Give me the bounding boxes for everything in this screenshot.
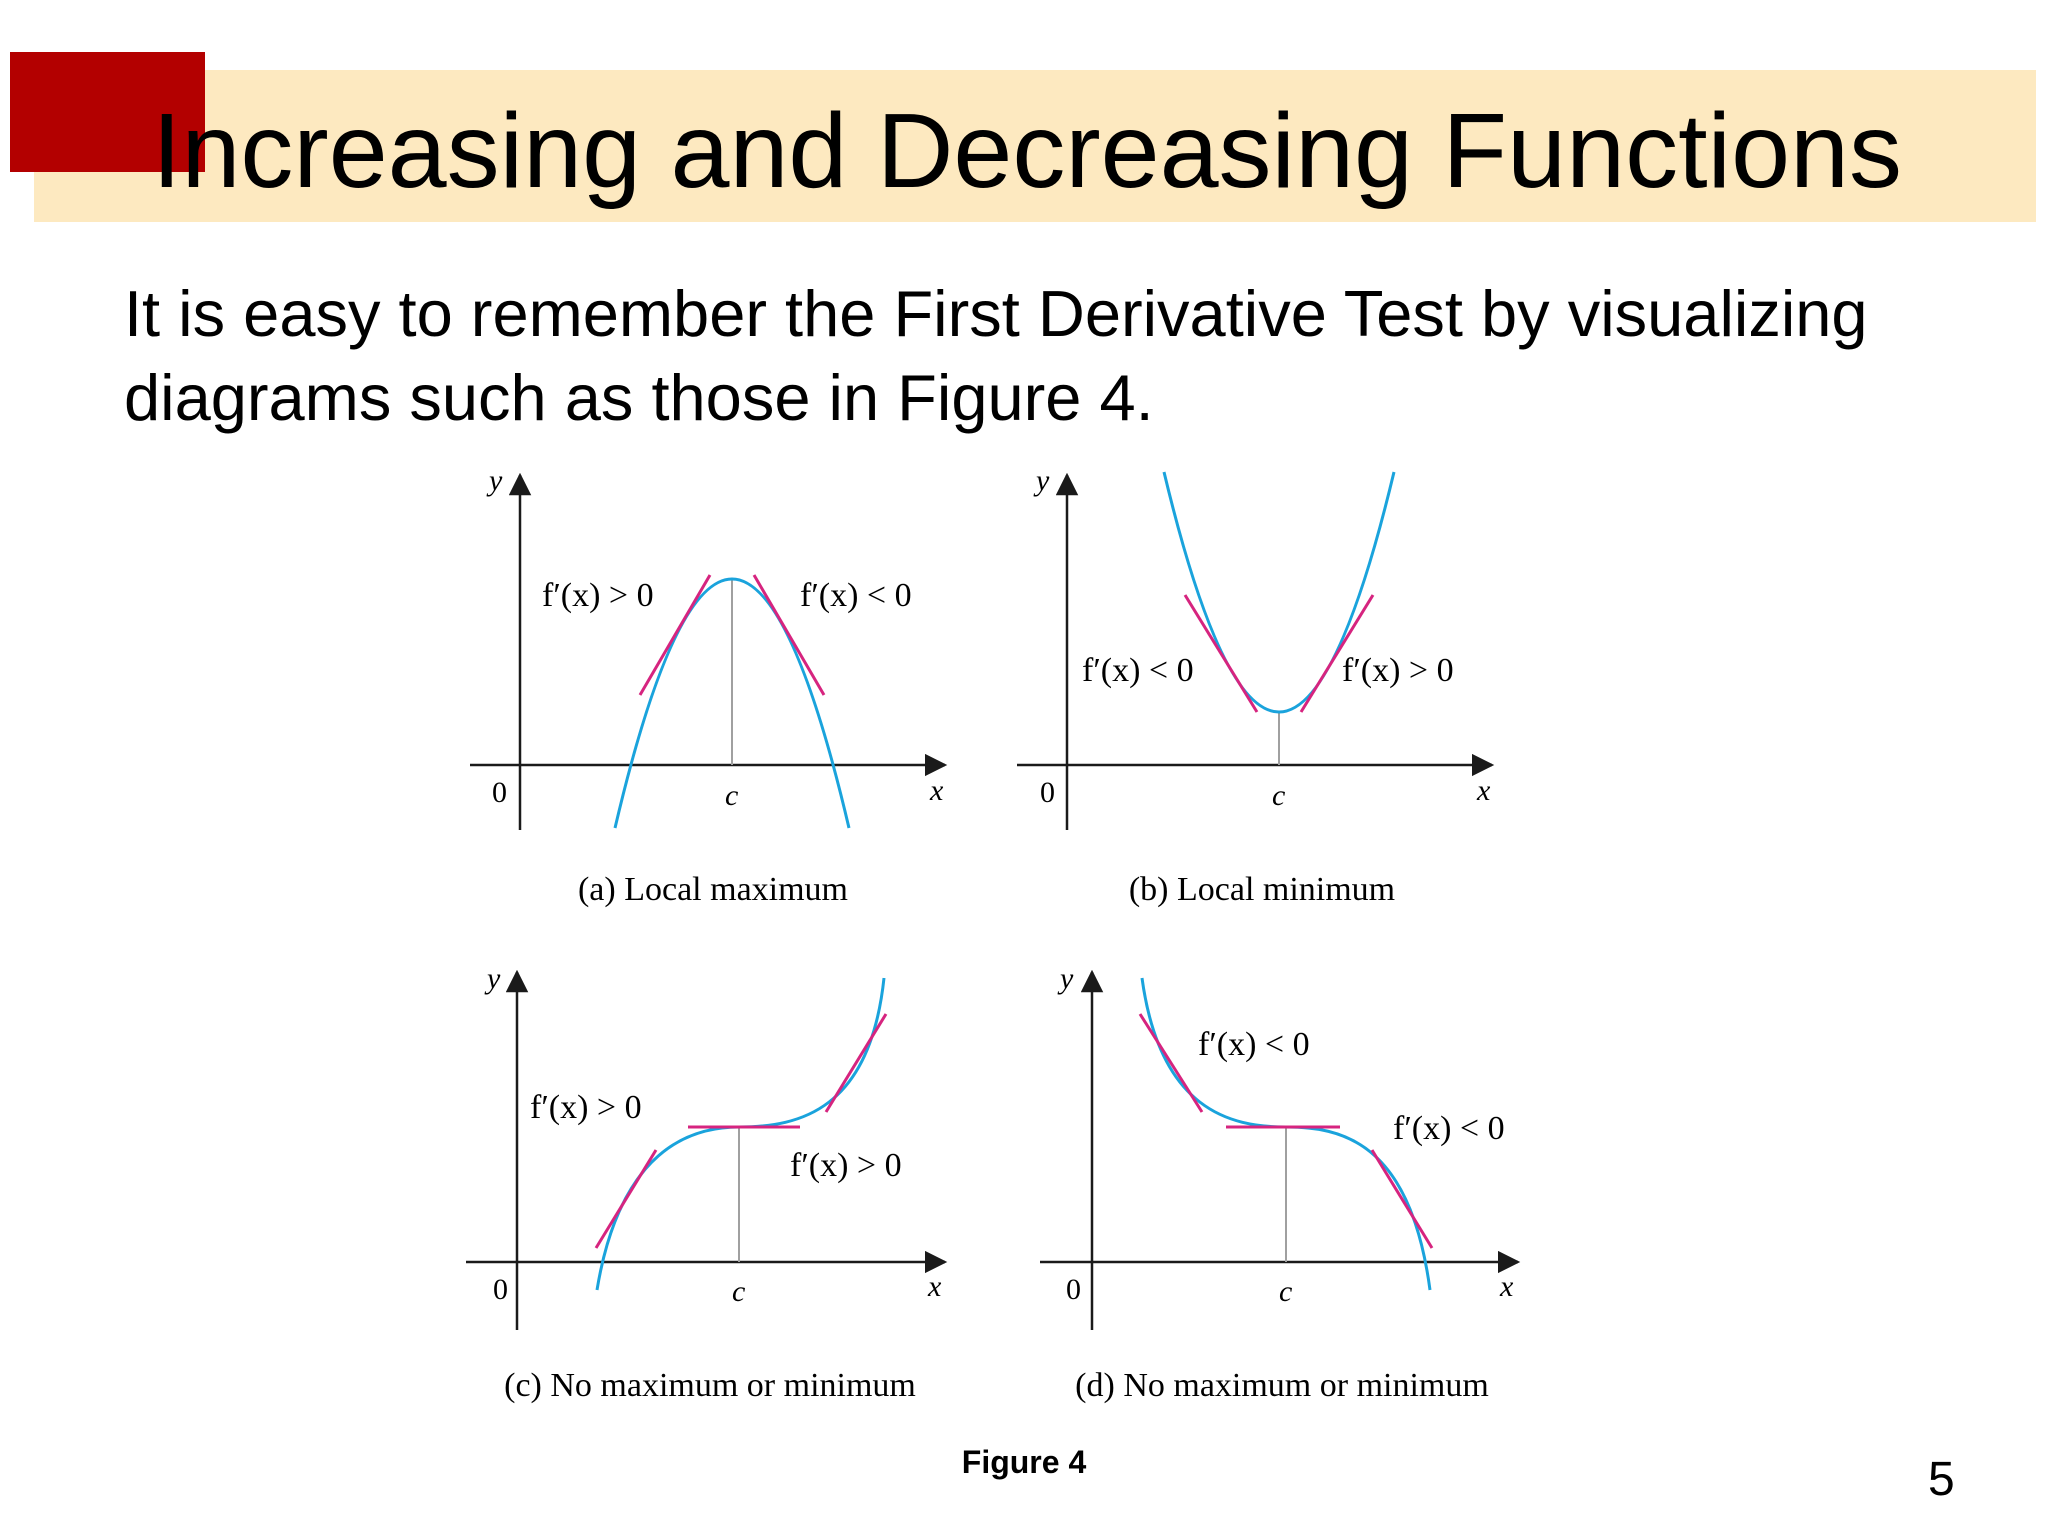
right-derivative-label: f′(x) > 0 [1342, 652, 1454, 689]
right-derivative-label: f′(x) < 0 [1393, 1110, 1505, 1147]
right-tangent [752, 574, 826, 696]
origin-label: 0 [1040, 776, 1055, 809]
curve [613, 577, 851, 829]
origin-label: 0 [1066, 1273, 1081, 1306]
c-label: c [732, 1275, 745, 1308]
title-band [34, 70, 2036, 222]
origin-label: 0 [493, 1273, 508, 1306]
c-label: c [1279, 1275, 1292, 1308]
left-derivative-label: f′(x) < 0 [1082, 652, 1194, 689]
left-tangent [1183, 594, 1259, 713]
x-axis-label: x [1499, 1270, 1514, 1303]
panel-d: y 0 c x f′(x) < 0 f′(x) < 0 (d) No maxim… [1040, 962, 1521, 1404]
y-axis-label: y [486, 464, 503, 497]
y-axis-label: y [1057, 962, 1074, 995]
curve [1162, 471, 1396, 714]
body-text: It is easy to remember the First Derivat… [124, 277, 1868, 434]
y-axis-label: y [484, 962, 501, 995]
left-tangent [594, 1149, 658, 1249]
slide-number: 5 [1928, 1453, 1955, 1506]
panel-b: y 0 c x f′(x) < 0 f′(x) > 0 (b) Local mi… [1017, 464, 1495, 908]
left-derivative-label: f′(x) > 0 [542, 577, 654, 614]
panel-caption: (b) Local minimum [1129, 871, 1395, 908]
c-label: c [725, 779, 738, 812]
x-axis-label: x [929, 774, 944, 807]
c-label: c [1272, 779, 1285, 812]
title-accent-square [10, 52, 205, 172]
panel-caption: (d) No maximum or minimum [1075, 1367, 1489, 1404]
right-tangent [1370, 1149, 1434, 1249]
x-axis-label: x [1476, 774, 1491, 807]
figure-caption: Figure 4 [961, 1444, 1087, 1480]
panel-caption: (a) Local maximum [578, 871, 848, 908]
right-tangent [1299, 594, 1375, 713]
slide-title: Increasing and Decreasing Functions [152, 92, 1902, 210]
curve [595, 977, 886, 1291]
right-derivative-label: f′(x) > 0 [790, 1147, 902, 1184]
right-tangent [824, 1013, 888, 1113]
left-derivative-label: f′(x) > 0 [530, 1089, 642, 1126]
left-derivative-label: f′(x) < 0 [1198, 1026, 1310, 1063]
panel-a: y 0 c x f′(x) > 0 f′(x) < 0 (a) Local ma… [470, 464, 948, 908]
panel-c: y 0 c x f′(x) > 0 f′(x) > 0 (c) No maxim… [466, 962, 948, 1404]
right-derivative-label: f′(x) < 0 [800, 577, 912, 614]
panel-caption: (c) No maximum or minimum [504, 1367, 916, 1404]
x-axis-label: x [927, 1270, 942, 1303]
left-tangent [638, 574, 712, 696]
origin-label: 0 [492, 776, 507, 809]
y-axis-label: y [1033, 464, 1050, 497]
left-tangent [1138, 1013, 1204, 1113]
